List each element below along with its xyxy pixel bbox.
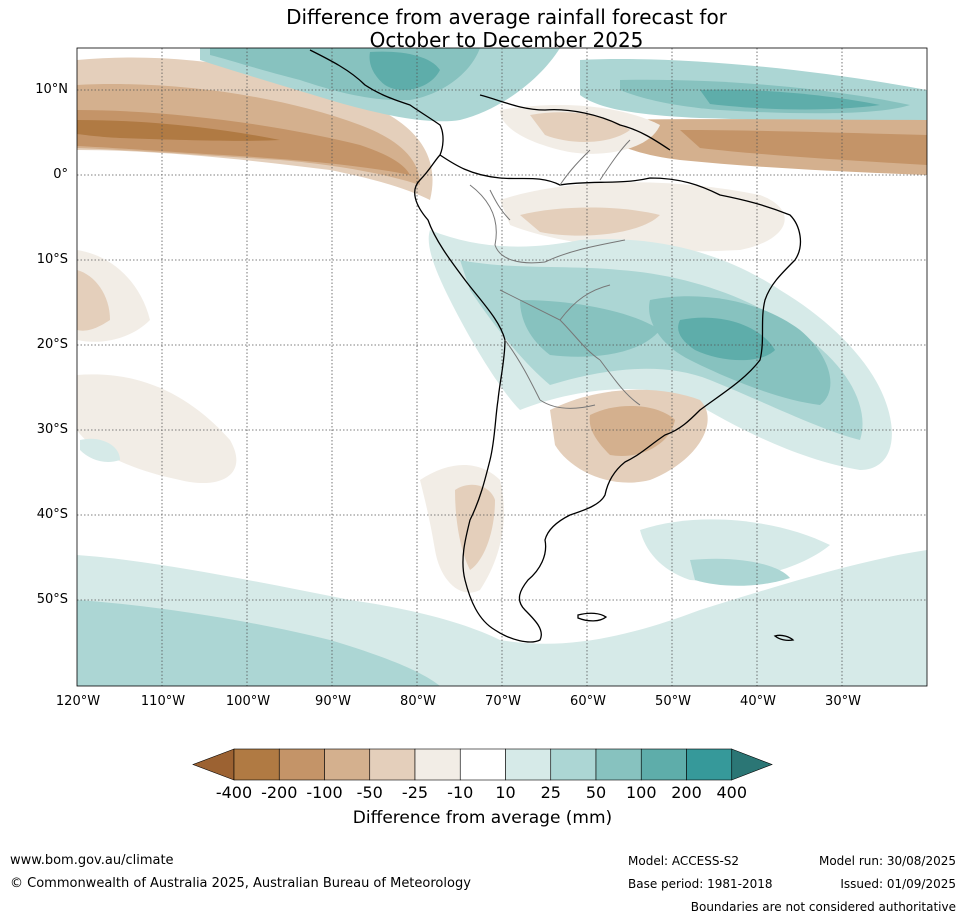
- lon-label-50w: 50°W: [655, 694, 691, 709]
- colorbar-tick: -10: [447, 783, 474, 802]
- lat-label-10s: 10°S: [36, 252, 68, 267]
- colorbar-bin-5: [414, 748, 461, 781]
- colorbar-label: Difference from average (mm): [352, 808, 613, 828]
- colorbar-bin-6: [459, 748, 506, 781]
- lon-label-100w: 100°W: [225, 694, 271, 709]
- base-period: Base period: 1981-2018: [628, 877, 773, 891]
- south-america-outline: [414, 154, 802, 643]
- website-link[interactable]: www.bom.gov.au/climate: [10, 853, 174, 868]
- colorbar-tick: -200: [261, 783, 298, 802]
- lon-label-90w: 90°W: [315, 694, 351, 709]
- colorbar-tick: -100: [306, 783, 343, 802]
- falkland-islands: [577, 612, 608, 622]
- model-name: Model: ACCESS-S2: [628, 854, 740, 868]
- lat-label-30s: 30°S: [36, 422, 68, 437]
- caribbean-coast: [479, 94, 671, 151]
- colorbar-tick: 400: [716, 783, 748, 802]
- colorbar-bin-4: [369, 748, 416, 781]
- colorbar-bin-8: [550, 748, 597, 781]
- map-title-line1: Difference from average rainfall forecas…: [286, 5, 727, 29]
- colorbar-bin-7: [505, 748, 552, 781]
- rainfall-anomaly-map: [76, 47, 928, 687]
- lat-label-40s: 40°S: [36, 507, 68, 522]
- lat-label-0: 0°: [53, 167, 68, 182]
- colorbar-bin-3: [324, 748, 371, 781]
- graticule: [77, 48, 927, 686]
- lon-label-70w: 70°W: [485, 694, 521, 709]
- south-georgia: [773, 634, 795, 642]
- colorbar-bin-2: [278, 748, 325, 781]
- lat-label-20s: 20°S: [36, 337, 68, 352]
- colorbar-tick: 100: [625, 783, 657, 802]
- colorbar-bin-10: [640, 748, 687, 781]
- colorbar-low-extension: [192, 748, 235, 781]
- colorbar-tick: 25: [540, 783, 561, 802]
- copyright-notice: © Commonwealth of Australia 2025, Austra…: [10, 876, 471, 891]
- model-run-date: Model run: 30/08/2025: [818, 854, 956, 868]
- colorbar-bin-9: [595, 748, 642, 781]
- lon-label-110w: 110°W: [140, 694, 186, 709]
- anomaly-contours: [77, 48, 927, 686]
- lon-label-80w: 80°W: [400, 694, 436, 709]
- map-frame: [76, 47, 928, 687]
- lat-label-10n: 10°N: [35, 82, 68, 97]
- colorbar-tick: -50: [356, 783, 383, 802]
- coastlines: [309, 49, 802, 643]
- lon-label-120w: 120°W: [55, 694, 101, 709]
- colorbar-bin-11: [686, 748, 733, 781]
- boundaries-disclaimer: Boundaries are not considered authoritat…: [690, 900, 956, 914]
- colorbar-bin-1: [233, 748, 280, 781]
- colorbar-tick: 50: [585, 783, 607, 802]
- central-america-outline: [309, 49, 444, 156]
- colorbar-tick: -400: [215, 783, 253, 802]
- issued-date: Issued: 01/09/2025: [840, 877, 956, 891]
- lon-label-30w: 30°W: [825, 694, 861, 709]
- colorbar-tick: 10: [495, 783, 516, 802]
- lat-label-50s: 50°S: [36, 592, 68, 607]
- country-borders: [469, 139, 641, 409]
- lon-label-40w: 40°W: [740, 694, 776, 709]
- colorbar-tick: -25: [401, 783, 429, 802]
- lon-label-60w: 60°W: [570, 694, 606, 709]
- colorbar-tick: 200: [671, 783, 702, 802]
- colorbar-high-extension: [731, 748, 773, 781]
